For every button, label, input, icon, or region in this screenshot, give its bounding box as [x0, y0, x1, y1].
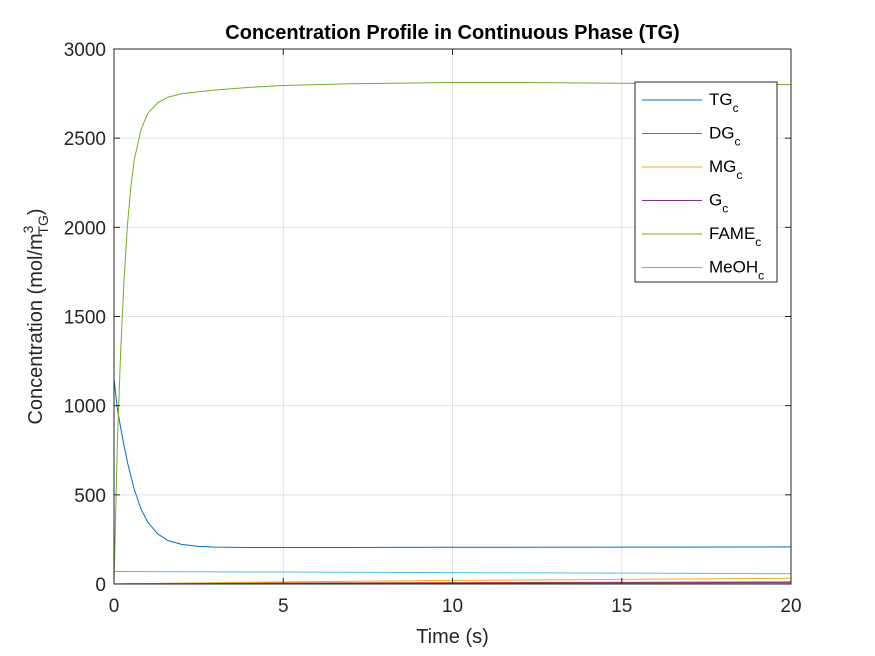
y-tick-label: 1000 [64, 397, 106, 418]
legend-label: DG [709, 124, 735, 143]
legend-label-subscript: c [735, 135, 741, 149]
y-tick-label: 0 [95, 575, 106, 596]
legend-entry-mg: MGc [709, 157, 742, 182]
series-line-tg [113, 378, 792, 548]
legend-entry-g: Gc [709, 191, 728, 216]
legend-box [634, 81, 778, 283]
series-line-fame [113, 82, 792, 585]
y-axis-label-close: ) [25, 208, 47, 215]
axis-ticks: 0 5 10 15 20 0 500 1000 1500 2000 2500 3000 [64, 40, 802, 617]
legend-label: G [709, 191, 722, 210]
legend-label-subscript: c [736, 168, 742, 182]
y-axis-label: Concentration (mol/m3TG) [20, 208, 51, 424]
y-axis-label-base: Concentration (mol/m [25, 233, 47, 424]
x-tick-label: 5 [278, 596, 289, 617]
y-axis-label-sub: TG [35, 215, 51, 234]
legend-entry-tg: TGc [709, 90, 739, 115]
legend-entry-meoh: MeOHc [709, 258, 764, 283]
legend-label-subscript: c [755, 235, 761, 249]
legend-entry-fame: FAMEc [709, 224, 761, 249]
legend-label: MG [709, 157, 736, 176]
legend-label-subscript: c [758, 269, 764, 283]
y-tick-label: 1500 [64, 308, 106, 329]
legend-label-subscript: c [722, 202, 728, 216]
chart-title: Concentration Profile in Continuous Phas… [225, 22, 679, 44]
legend-label: MeOH [709, 258, 758, 277]
legend-label: TG [709, 90, 733, 109]
x-tick-label: 15 [611, 596, 632, 617]
series-line-meoh [113, 571, 792, 575]
y-tick-label: 2000 [64, 218, 106, 239]
x-axis-label: Time (s) [416, 626, 489, 648]
x-tick-label: 10 [442, 596, 463, 617]
x-tick-label: 0 [109, 596, 120, 617]
legend-entry-dg: DGc [709, 124, 741, 149]
y-axis-label-sup: 3 [20, 225, 36, 233]
x-tick-label: 20 [780, 596, 801, 617]
y-tick-label: 500 [74, 486, 106, 507]
y-tick-label: 2500 [64, 129, 106, 150]
legend-label-subscript: c [733, 101, 739, 115]
legend-label: FAME [709, 224, 755, 243]
y-tick-label: 3000 [64, 40, 106, 61]
